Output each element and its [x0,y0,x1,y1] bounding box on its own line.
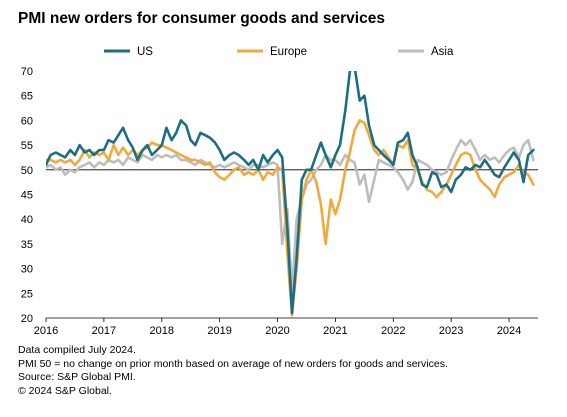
x-tick-label: 2016 [34,325,58,337]
axes: 20 25 30 35 40 45 50 55 60 65 70 2016 2017 2018 2019 20… [21,66,538,337]
legend-label-europe: Europe [270,46,307,58]
y-tick-label: 65 [21,91,33,103]
legend: US Europe Asia [104,46,454,58]
y-tick-label: 55 [21,140,33,152]
y-tick-label: 60 [21,115,33,127]
y-tick-label: 30 [21,264,33,276]
legend-label-asia: Asia [431,46,454,58]
footnote-definition: PMI 50 = no change on prior month based … [18,357,448,370]
x-tick-label: 2019 [207,325,231,337]
footnote-compiled: Data compiled July 2024. [18,344,136,356]
legend-label-us: US [137,46,153,58]
x-tick-label: 2017 [92,325,116,337]
y-tick-label: 45 [21,190,33,202]
x-tick-label: 2023 [439,325,463,337]
x-tick-label: 2018 [150,325,174,337]
footnote-copyright: © 2024 S&P Global. [18,384,112,397]
x-tick-label: 2024 [497,325,521,337]
x-tick-label: 2022 [381,325,405,337]
y-tick-label: 20 [21,313,33,325]
x-tick-label: 2020 [265,325,289,337]
y-tick-label: 35 [21,239,33,251]
series-layer [46,71,535,317]
footnotes: Data compiled July 2024. PMI 50 = no cha… [18,344,448,398]
y-tick-label: 70 [21,66,33,78]
y-tick-label: 40 [21,214,33,226]
y-tick-label: 25 [21,288,33,300]
chart-title: PMI new orders for consumer goods and se… [18,10,385,27]
x-tick-label: 2021 [323,325,347,337]
y-tick-label: 50 [21,165,33,177]
footnote-source: Source: S&P Global PMI. [18,371,136,383]
series-line-us [46,71,535,315]
